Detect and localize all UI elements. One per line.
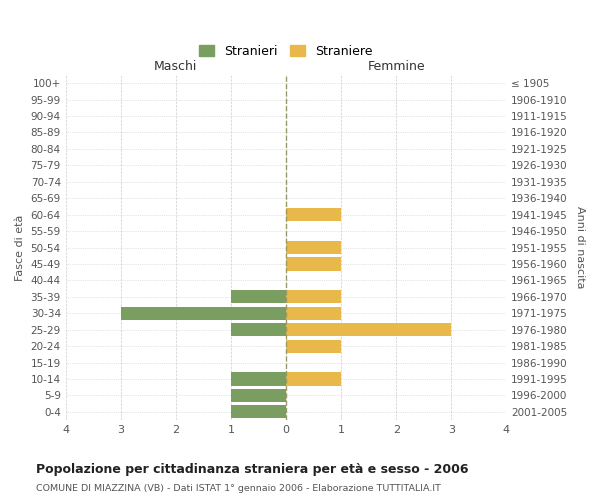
- Bar: [286, 306, 341, 320]
- Bar: [231, 389, 286, 402]
- Bar: [286, 340, 341, 352]
- Text: Popolazione per cittadinanza straniera per età e sesso - 2006: Popolazione per cittadinanza straniera p…: [36, 462, 469, 475]
- Bar: [231, 323, 286, 336]
- Bar: [231, 372, 286, 386]
- Text: Maschi: Maschi: [154, 60, 197, 74]
- Bar: [286, 208, 341, 221]
- Legend: Stranieri, Straniere: Stranieri, Straniere: [194, 40, 378, 63]
- Bar: [286, 241, 341, 254]
- Bar: [286, 372, 341, 386]
- Bar: [286, 290, 341, 304]
- Y-axis label: Fasce di età: Fasce di età: [15, 214, 25, 280]
- Y-axis label: Anni di nascita: Anni di nascita: [575, 206, 585, 289]
- Bar: [231, 406, 286, 418]
- Text: COMUNE DI MIAZZINA (VB) - Dati ISTAT 1° gennaio 2006 - Elaborazione TUTTITALIA.I: COMUNE DI MIAZZINA (VB) - Dati ISTAT 1° …: [36, 484, 441, 493]
- Bar: [286, 258, 341, 270]
- Bar: [231, 290, 286, 304]
- Bar: [286, 323, 451, 336]
- Bar: [121, 306, 286, 320]
- Text: Femmine: Femmine: [367, 60, 425, 74]
